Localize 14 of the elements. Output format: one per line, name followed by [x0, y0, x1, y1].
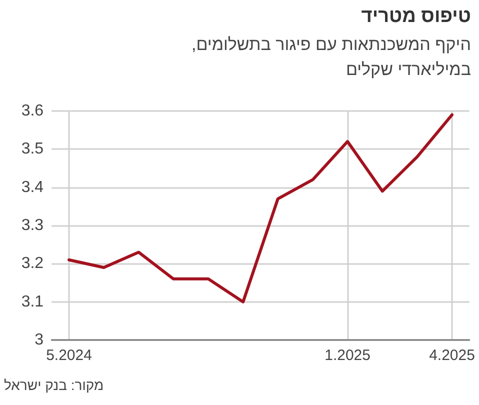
y-tick-label: 3.1 [21, 293, 44, 310]
chart-subtitle: היקף המשכנתאות עם פיגור בתשלומים, במיליארדי שקלים [190, 34, 471, 81]
y-tick-label: 3.5 [21, 140, 44, 158]
x-tick-label: 4.2025 [429, 347, 475, 364]
x-tick-label: 5.2024 [46, 347, 92, 364]
x-tick-label: 1.2025 [324, 347, 370, 364]
text: מקור: בנק ישראל [4, 376, 104, 394]
y-tick-label: 3.3 [21, 217, 44, 234]
y-tick-label: 3.6 [21, 102, 44, 120]
chart-title: טיפוס מטריד [361, 5, 471, 29]
line-series [68, 113, 454, 304]
y-tick-label: 3.4 [21, 178, 44, 196]
y-tick-label: 3.2 [21, 255, 44, 272]
y-tick-label: 3 [34, 332, 44, 348]
